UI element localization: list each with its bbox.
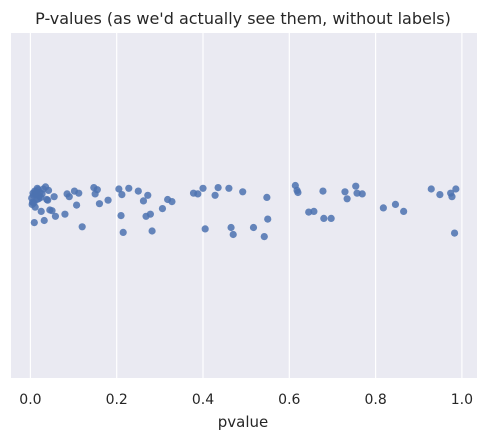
data-point — [343, 195, 351, 203]
data-point — [61, 210, 69, 218]
data-point — [125, 184, 133, 192]
data-point — [168, 198, 176, 206]
plot-area — [11, 33, 477, 378]
data-point — [43, 195, 51, 204]
data-point — [30, 219, 38, 227]
x-axis-label: pvalue — [218, 413, 269, 431]
data-point — [391, 200, 400, 208]
x-tick-label: 0.6 — [278, 392, 300, 408]
data-point — [72, 201, 81, 209]
data-point — [93, 186, 101, 194]
data-point — [118, 191, 126, 199]
data-point — [75, 189, 83, 197]
data-point — [28, 198, 37, 206]
data-point — [319, 187, 327, 195]
data-point — [201, 225, 209, 233]
data-point — [352, 182, 360, 190]
data-point — [260, 233, 268, 241]
data-point — [78, 223, 86, 231]
data-point — [117, 212, 125, 220]
data-point — [146, 210, 154, 218]
x-tick-label: 0.8 — [364, 392, 386, 408]
x-tick-label: 0.4 — [192, 392, 214, 408]
data-point — [199, 184, 207, 192]
x-tick-labels: 0.0 0.2 0.4 0.6 0.8 1.0 — [19, 392, 473, 408]
data-point — [239, 188, 247, 196]
data-point — [249, 223, 258, 232]
data-point — [139, 197, 148, 205]
data-point — [310, 207, 318, 215]
data-point — [379, 204, 387, 212]
data-point — [115, 185, 123, 193]
data-point — [294, 188, 302, 197]
x-tick-label: 0.0 — [19, 392, 41, 408]
data-point — [144, 191, 152, 199]
data-point — [37, 207, 45, 215]
data-point — [358, 190, 366, 198]
data-point — [320, 214, 328, 222]
data-point — [227, 223, 235, 232]
data-point — [134, 187, 142, 195]
data-point — [264, 215, 272, 223]
data-point — [104, 196, 112, 204]
data-points — [28, 181, 460, 241]
data-point — [211, 191, 219, 199]
data-point — [263, 193, 271, 201]
data-point — [194, 190, 202, 198]
grid-lines — [29, 33, 463, 378]
x-tick-label: 1.0 — [451, 392, 473, 408]
data-point — [327, 214, 335, 222]
data-point — [40, 216, 48, 225]
data-point — [38, 190, 46, 198]
data-point — [341, 188, 349, 196]
data-point — [95, 200, 104, 208]
data-point — [448, 193, 456, 201]
data-point — [48, 207, 56, 215]
data-point — [400, 207, 408, 215]
data-point — [65, 193, 73, 201]
chart-title: P-values (as we'd actually see them, wit… — [35, 9, 451, 28]
x-tick-label: 0.2 — [106, 392, 128, 408]
data-point — [158, 205, 167, 213]
data-point — [214, 184, 222, 192]
data-point — [50, 193, 58, 201]
data-point — [32, 188, 40, 196]
data-point — [51, 212, 60, 220]
data-point — [44, 186, 53, 194]
data-point — [225, 184, 233, 192]
data-point — [229, 230, 237, 239]
data-point — [450, 229, 459, 237]
data-point — [148, 227, 156, 235]
data-point — [119, 228, 127, 236]
data-point — [427, 185, 435, 193]
data-point — [436, 191, 444, 199]
data-point — [452, 185, 460, 193]
